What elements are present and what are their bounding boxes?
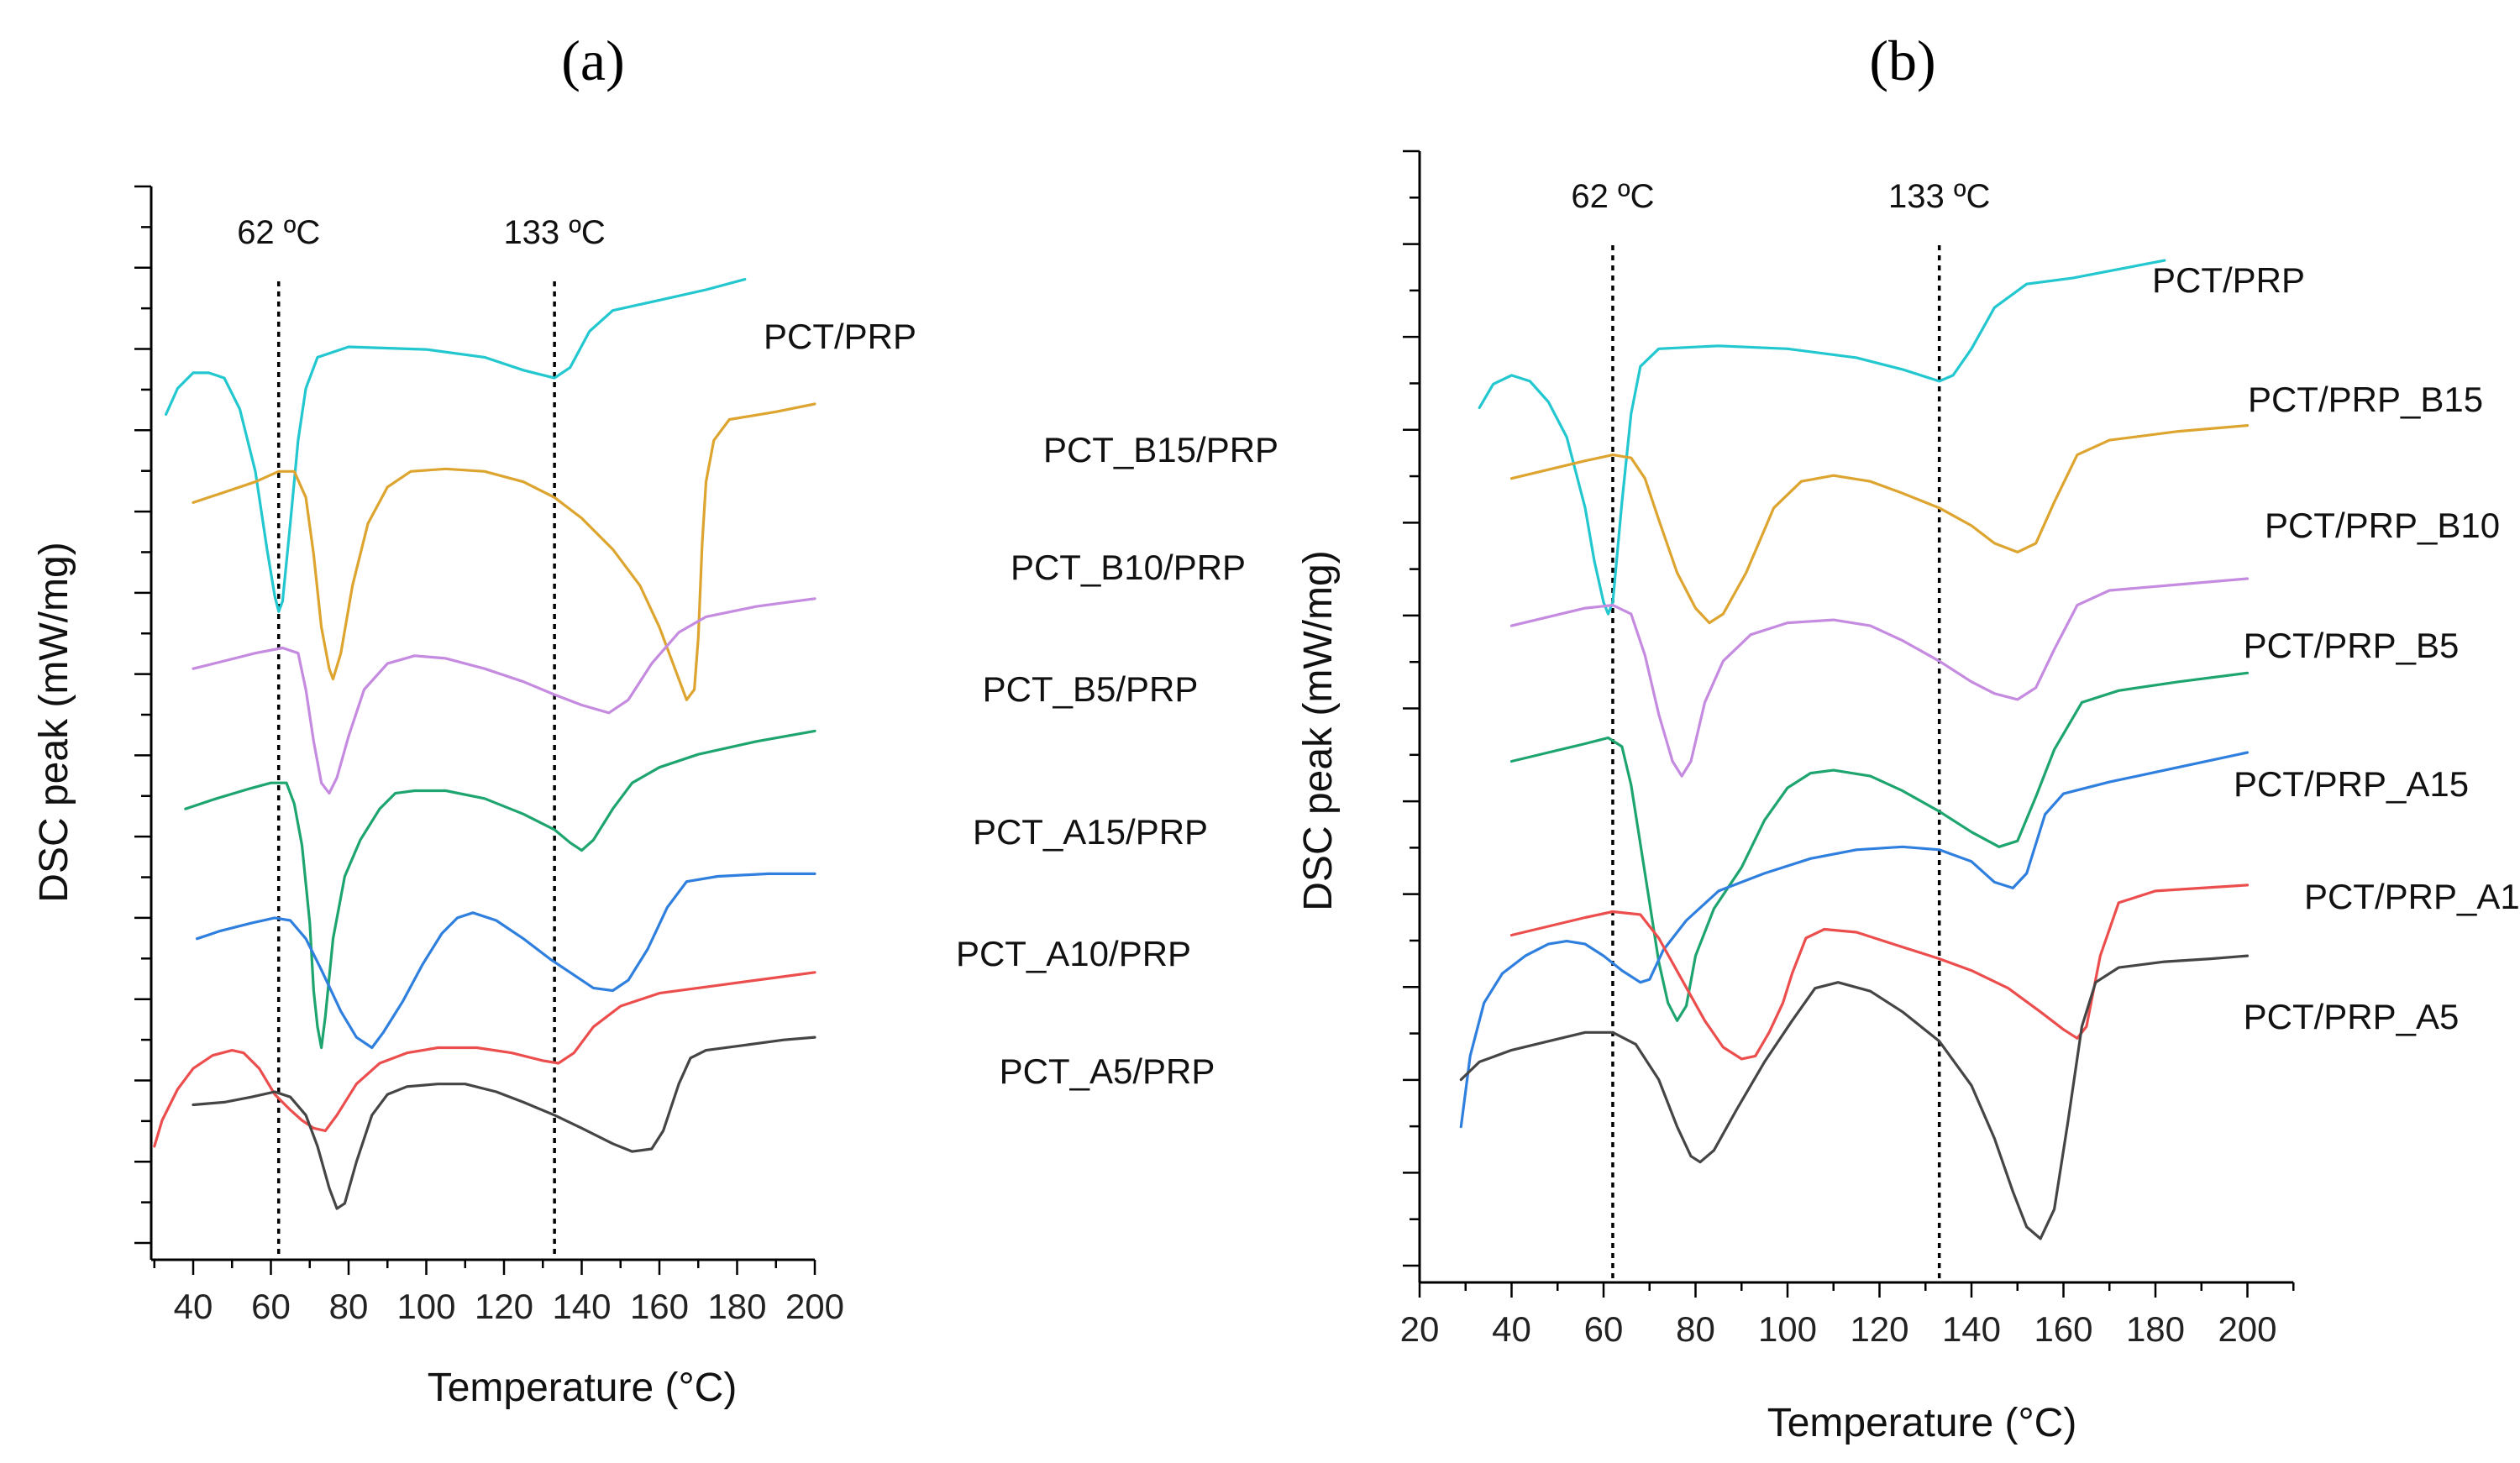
panel-a: (a) 40 60 80 100 120 140 160 180 200 Temperature (… xyxy=(32,29,1278,1410)
series-label: PCT_B10/PRP xyxy=(1011,548,1246,587)
reference-line-label: 133 ºC xyxy=(503,214,605,251)
x-tick-label: 120 xyxy=(1850,1309,1908,1349)
series-line xyxy=(153,971,816,1148)
x-tick-label: 160 xyxy=(2034,1309,2092,1349)
x-tick-label: 180 xyxy=(707,1287,766,1326)
series-label: PCT/PRP_B5 xyxy=(2244,626,2460,665)
series-label: PCT/PRP_A10 xyxy=(2304,877,2520,916)
y-axis-label: DSC peak (mW/mg) xyxy=(32,542,76,902)
series-line xyxy=(192,402,816,701)
series-line xyxy=(1509,671,2250,1022)
series-line xyxy=(165,278,747,613)
x-tick-label: 80 xyxy=(329,1287,369,1326)
x-tick-label: 160 xyxy=(630,1287,689,1326)
panel-b: (b) 20 40 60 80 100 120 140 160 180 200 Temperature… xyxy=(1296,29,2520,1445)
series-line xyxy=(1478,259,2166,616)
x-tick-label: 100 xyxy=(396,1287,455,1326)
x-tick-label: 120 xyxy=(475,1287,533,1326)
x-tick-label: 100 xyxy=(1758,1309,1817,1349)
series-label: PCT_B5/PRP xyxy=(983,669,1199,709)
series-line xyxy=(184,729,816,1050)
series-line xyxy=(1459,954,2250,1240)
series-label: PCT_A10/PRP xyxy=(956,934,1191,973)
series-label: PCT/PRP_B15 xyxy=(2248,380,2483,419)
series-line xyxy=(192,597,816,795)
x-axis-label: Temperature (°C) xyxy=(1767,1401,2077,1445)
series-label: PCT_A5/PRP xyxy=(1000,1051,1215,1091)
reference-line-label: 62 ºC xyxy=(237,214,320,251)
series-label: PCT_B15/PRP xyxy=(1043,430,1278,469)
series-line xyxy=(1509,424,2250,625)
series-label: PCT_A15/PRP xyxy=(973,812,1208,852)
panel-label: (b) xyxy=(1869,29,1935,92)
series-line xyxy=(1459,751,2250,1129)
y-axis-label: DSC peak (mW/mg) xyxy=(1296,550,1341,910)
series-line xyxy=(196,872,816,1050)
x-tick-label: 40 xyxy=(1492,1309,1531,1349)
x-tick-label: 200 xyxy=(2218,1309,2276,1349)
series-label: PCT/PRP xyxy=(764,317,916,356)
series-line xyxy=(1509,884,2250,1061)
series-label: PCT/PRP_A15 xyxy=(2234,764,2469,804)
reference-line-label: 133 ºC xyxy=(1888,178,1990,215)
reference-line-label: 62 ºC xyxy=(1571,178,1654,215)
x-tick-label: 140 xyxy=(552,1287,611,1326)
x-tick-label: 80 xyxy=(1676,1309,1715,1349)
x-tick-label: 180 xyxy=(2126,1309,2185,1349)
panel-label: (a) xyxy=(561,29,624,92)
series-label: PCT/PRP_A5 xyxy=(2244,997,2460,1036)
series-line xyxy=(1509,577,2250,778)
x-tick-label: 40 xyxy=(174,1287,213,1326)
x-tick-label: 20 xyxy=(1400,1309,1440,1349)
x-tick-label: 140 xyxy=(1942,1309,2001,1349)
x-tick-label: 60 xyxy=(251,1287,291,1326)
x-tick-label: 60 xyxy=(1584,1309,1624,1349)
series-line xyxy=(192,1036,816,1210)
x-axis-label: Temperature (°C) xyxy=(428,1366,738,1410)
x-tick-label: 200 xyxy=(785,1287,844,1326)
series-label: PCT/PRP xyxy=(2152,260,2305,300)
series-label: PCT/PRP_B10 xyxy=(2265,506,2500,545)
